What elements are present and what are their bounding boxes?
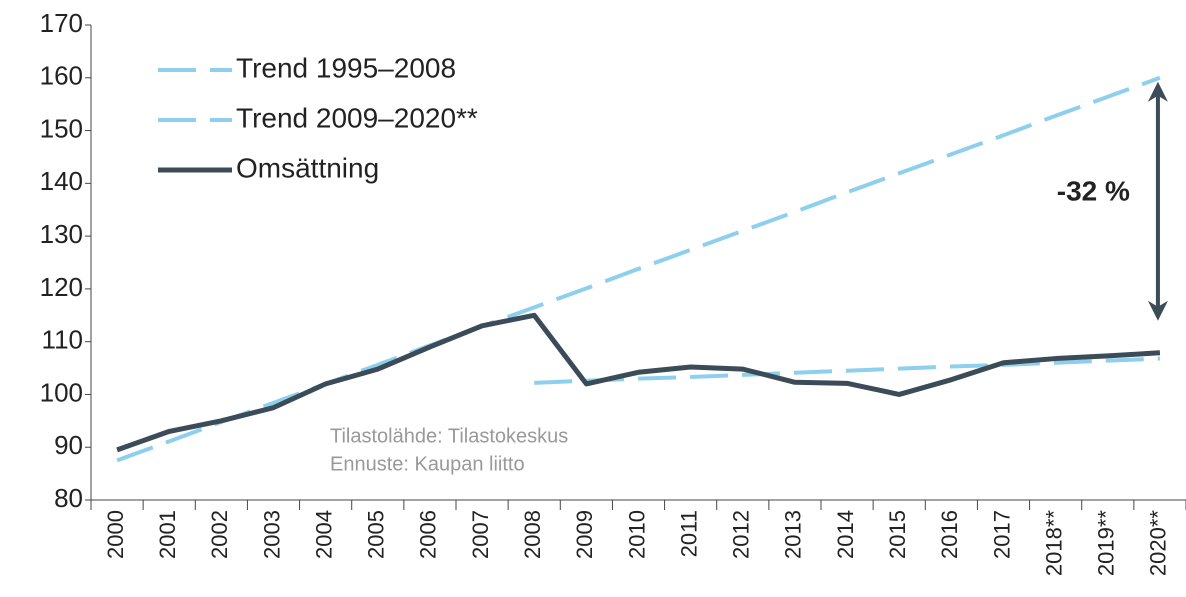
x-tick-label: 2003 [259,510,284,559]
x-tick-label: 2019** [1094,510,1119,577]
y-tick-label: 100 [40,377,83,407]
y-tick-label: 80 [54,483,83,513]
x-tick-label: 2000 [103,510,128,559]
x-tick-label: 2015 [885,510,910,559]
x-tick-label: 2016 [937,510,962,559]
x-tick-label: 2006 [416,510,441,559]
legend-label: Omsättning [236,152,379,183]
x-tick-label: 2018** [1041,510,1066,577]
x-tick-label: 2002 [207,510,232,559]
y-tick-label: 150 [40,113,83,143]
y-tick-label: 170 [40,8,83,38]
x-tick-label: 2010 [624,510,649,559]
x-tick-label: 2001 [155,510,180,559]
series-line [116,312,1161,453]
x-tick-label: 2013 [781,510,806,559]
x-tick-label: 2009 [572,510,597,559]
x-tick-label: 2020** [1146,510,1171,577]
y-tick-label: 130 [40,219,83,249]
x-tick-label: 2005 [364,510,389,559]
x-tick-label: 2011 [676,510,701,557]
y-tick-label: 110 [42,325,83,355]
legend-label: Trend 2009–2020** [236,102,478,133]
y-tick-label: 140 [40,166,83,196]
x-tick-label: 2017 [989,510,1014,559]
x-tick-label: 2008 [520,510,545,559]
x-tick-label: 2014 [833,510,858,559]
series-line [116,75,1161,463]
source-text: Ennuste: Kaupan liitto [330,453,525,475]
gap-label: -32 % [1057,176,1130,207]
y-tick-label: 90 [54,430,83,460]
x-tick-label: 2007 [468,510,493,559]
source-text: Tilastolähde: Tilastokeskus [330,425,568,447]
x-tick-label: 2004 [311,510,336,559]
series-line [534,356,1161,385]
x-tick-label: 2012 [729,510,754,559]
legend-label: Trend 1995–2008 [236,52,456,83]
y-tick-label: 160 [40,61,83,91]
y-tick-label: 120 [40,272,83,302]
